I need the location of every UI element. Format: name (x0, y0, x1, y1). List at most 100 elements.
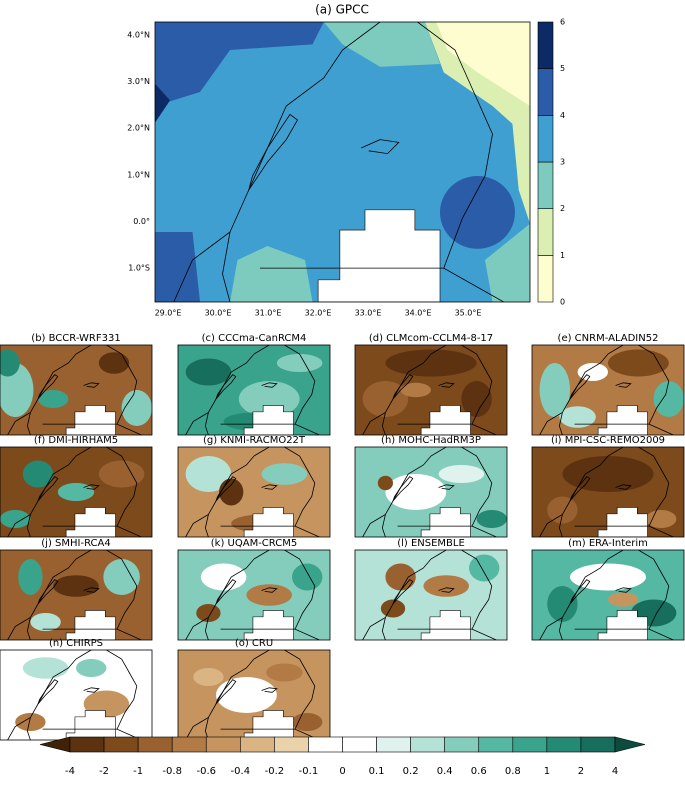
lake-mask (243, 507, 294, 537)
map (355, 345, 507, 435)
map-region (608, 592, 639, 607)
colorbar-tick-label: -0.8 (162, 766, 182, 777)
x-axis-label: 29.0°E (155, 309, 182, 318)
map-region (436, 22, 530, 106)
map (178, 447, 330, 537)
map-region (38, 390, 69, 408)
map-region (266, 663, 303, 682)
x-axis-label: 35.0°E (455, 309, 482, 318)
map-region (76, 659, 107, 677)
map-frame (0, 344, 153, 436)
border (204, 617, 209, 640)
colorbar-tick-label: 6 (560, 18, 565, 27)
map-region (196, 604, 221, 622)
map-region (103, 559, 140, 595)
map-region (323, 22, 440, 67)
border (438, 587, 455, 593)
map-frame (177, 446, 331, 538)
map (0, 345, 152, 435)
map-region (547, 496, 578, 524)
map-region (469, 554, 500, 582)
map-region (0, 510, 31, 528)
lake-mask (597, 507, 648, 537)
colorbar-tick-label: 4 (560, 111, 565, 120)
panel-title: (o) CRU (235, 638, 273, 649)
border (83, 687, 100, 693)
border (26, 412, 31, 435)
map-frame (154, 21, 531, 303)
map-region (570, 563, 646, 591)
border (26, 514, 31, 537)
lake-mask (420, 610, 471, 640)
map-region (53, 575, 99, 597)
panel-title: (g) KNMI-RACMO22T (203, 435, 306, 446)
x-axis-label: 34.0°E (405, 309, 432, 318)
border (106, 650, 138, 730)
lake-mask (420, 405, 471, 435)
border (204, 412, 209, 435)
map-region (476, 510, 507, 528)
colorbar-tick-label: 0.2 (403, 766, 419, 777)
y-axis-label: 1.0°S (128, 264, 150, 273)
map-frame (0, 446, 153, 538)
panel-title: (i) MPI-CSC-REMO2009 (551, 435, 665, 446)
border (37, 476, 59, 502)
colorbar-tick-label: 1 (544, 766, 550, 777)
border (381, 617, 386, 640)
map-region (98, 352, 130, 374)
colorbar-tick-label: -0.6 (196, 766, 216, 777)
border (638, 447, 670, 527)
colorbar-tick-label: -2 (99, 766, 109, 777)
colorbar-tick-label: -0.2 (265, 766, 285, 777)
border (558, 617, 563, 640)
colorbar-box (537, 115, 554, 163)
panel-title: (k) UQAM-CRCM5 (211, 538, 297, 549)
border (417, 22, 493, 269)
border (461, 447, 493, 527)
panel-title: (e) CNRM-ALADIN52 (558, 333, 659, 344)
map-region (230, 246, 313, 302)
colorbar-tick-label: 0.1 (369, 766, 385, 777)
colorbar-box (580, 736, 616, 753)
colorbar-box (205, 736, 241, 753)
map-region (22, 657, 69, 679)
map (532, 345, 684, 435)
colorbar-box (537, 208, 554, 256)
border (615, 484, 632, 490)
border (37, 679, 59, 705)
map (532, 550, 684, 640)
map-region (216, 677, 277, 713)
border (215, 476, 237, 502)
border (381, 514, 386, 537)
colorbar-tick-label: 0 (339, 766, 345, 777)
map-region (15, 713, 46, 731)
map-region (423, 575, 470, 597)
colorbar-tick-label: -0.1 (299, 766, 319, 777)
map-region (562, 456, 654, 492)
map-frame (177, 549, 331, 641)
border (438, 382, 455, 388)
colorbar-tick-label: -0.4 (231, 766, 251, 777)
map-frame (531, 549, 685, 641)
border (26, 617, 31, 640)
colorbar-box (537, 161, 554, 209)
y-axis-label: 3.0°N (127, 77, 150, 86)
border (284, 447, 316, 527)
map-region (185, 358, 232, 386)
border (438, 484, 455, 490)
map-region (547, 586, 578, 622)
map-region (440, 176, 515, 249)
map-region (246, 584, 292, 606)
border (558, 514, 563, 537)
border (106, 345, 138, 425)
border (392, 476, 414, 502)
border (222, 231, 231, 302)
y-axis-label: 2.0°N (127, 124, 150, 133)
colorbar-tick-label: 0.8 (505, 766, 521, 777)
colorbar-tick-label: 2 (578, 766, 584, 777)
lake-mask (65, 507, 116, 537)
map-region (57, 483, 95, 501)
map-region (155, 22, 324, 106)
map-region (292, 563, 323, 591)
